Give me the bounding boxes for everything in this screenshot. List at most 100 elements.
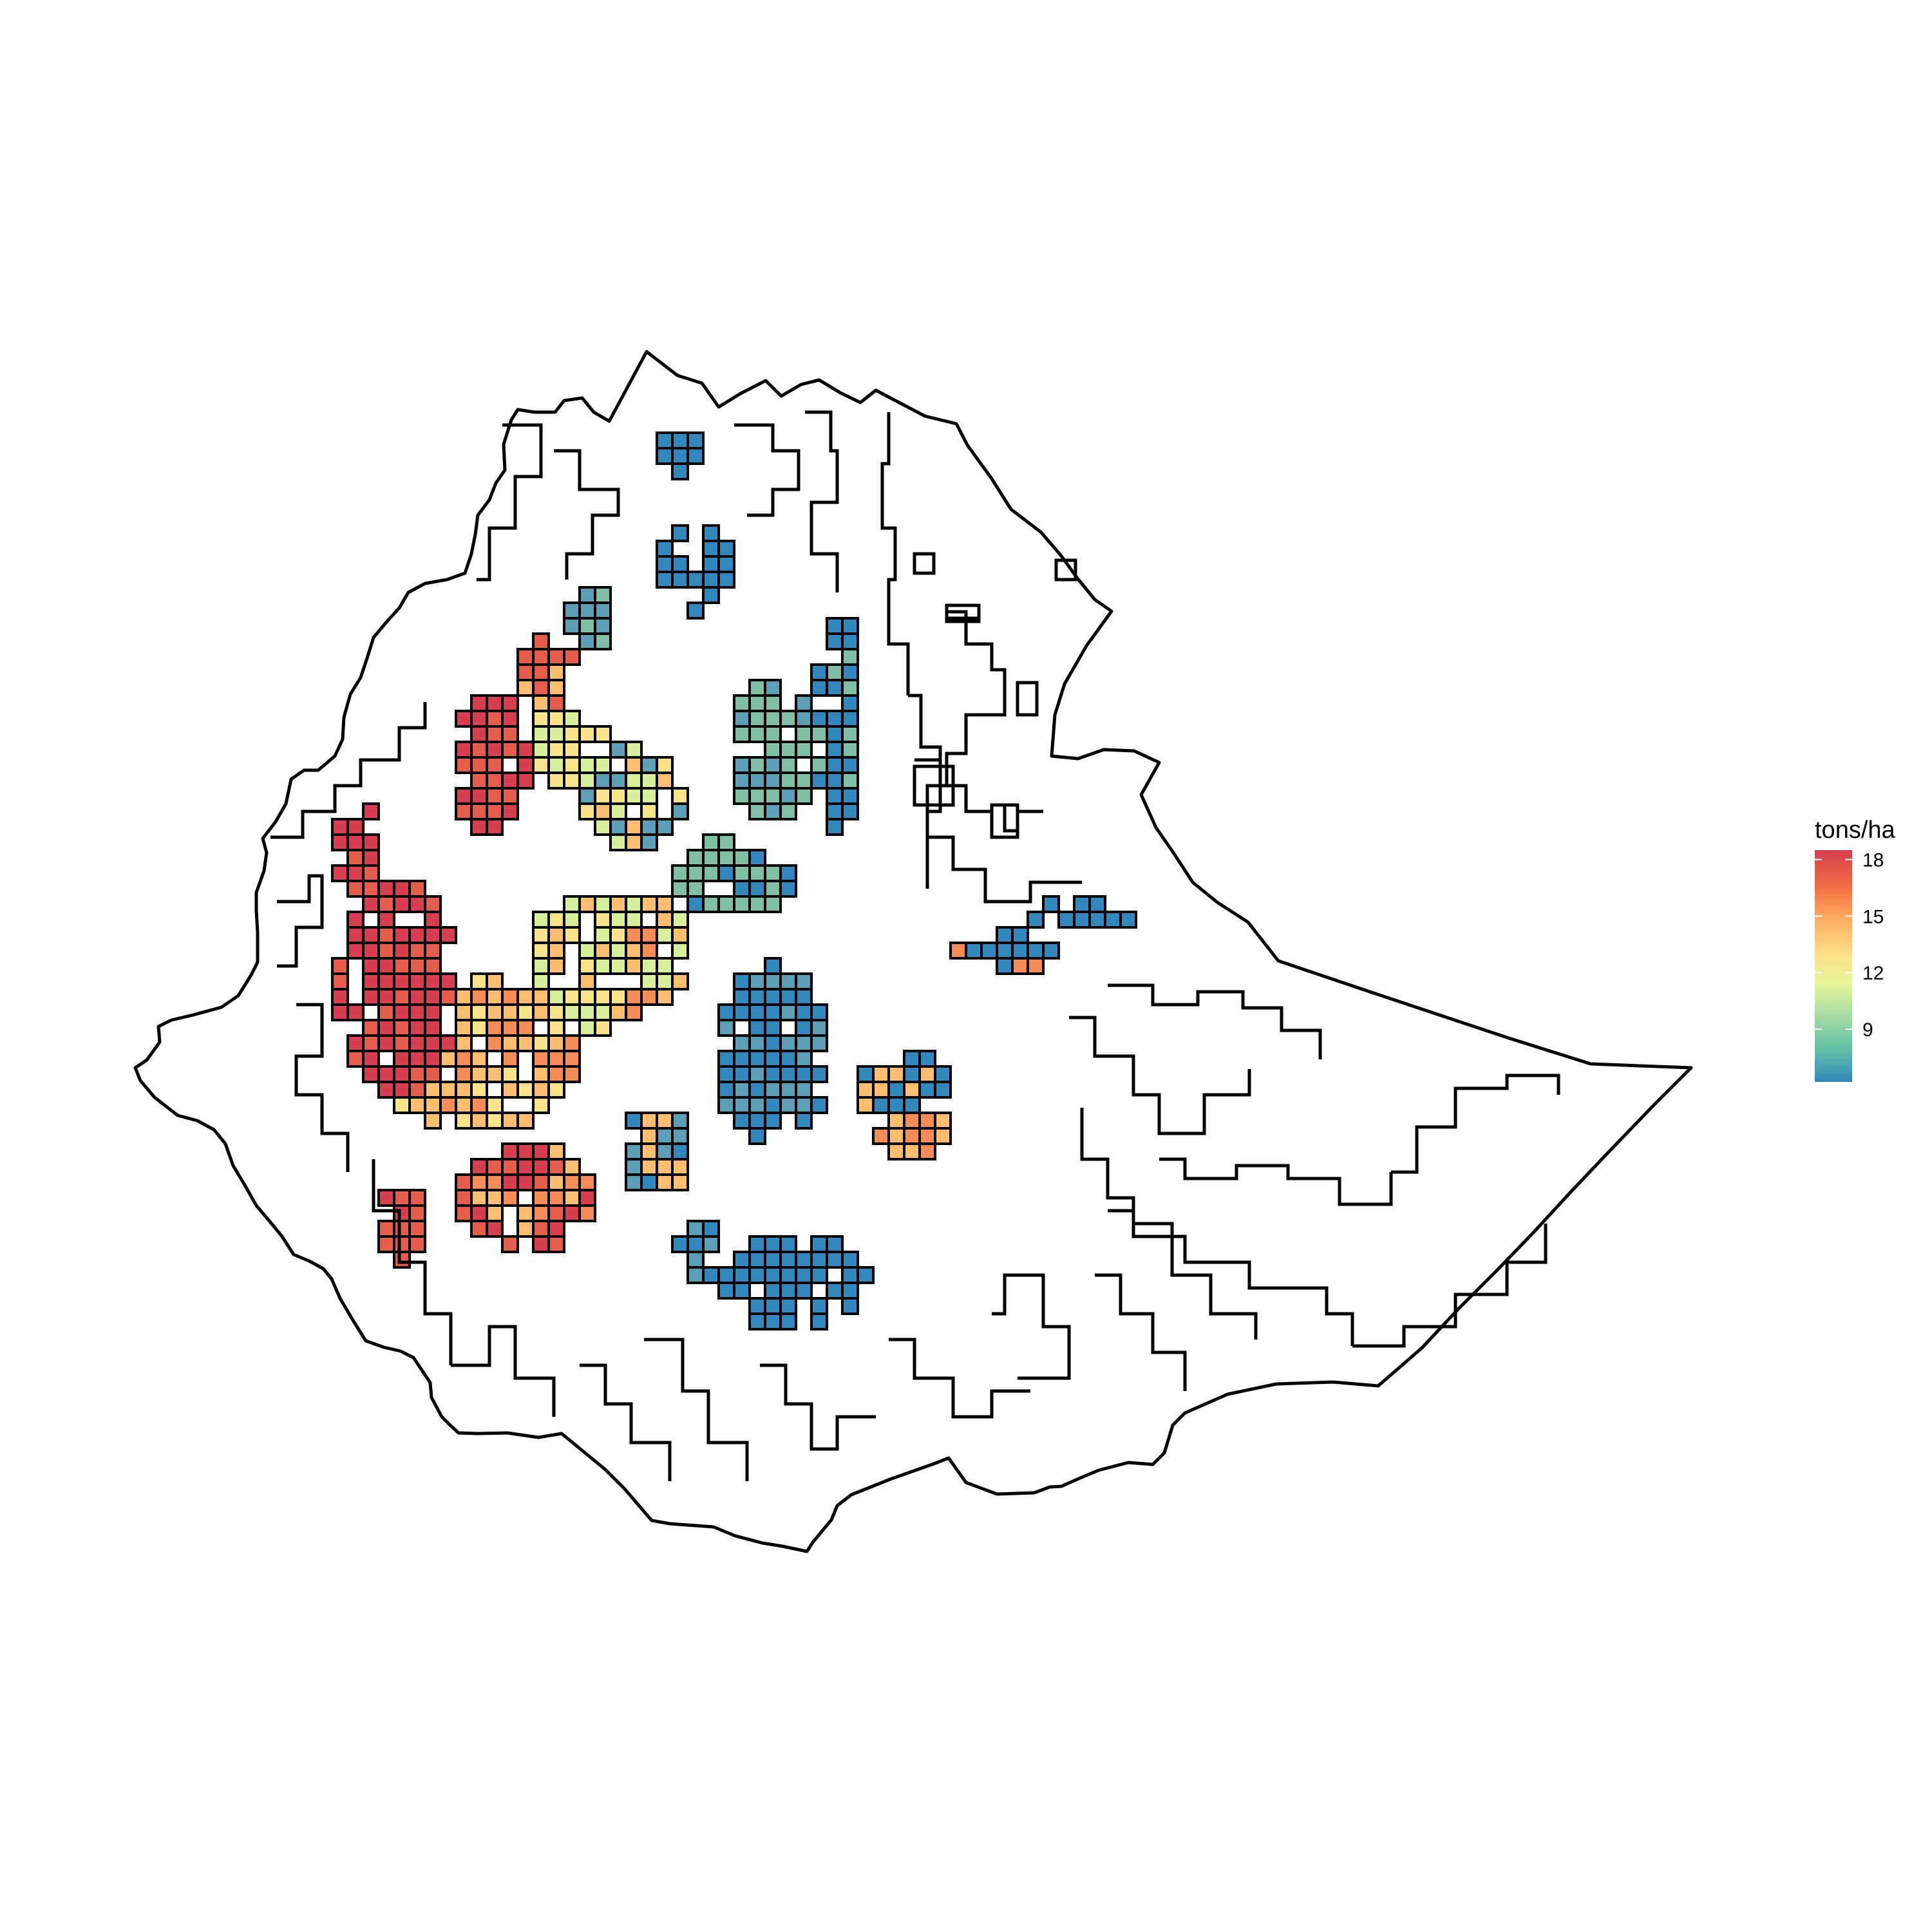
yield-cell bbox=[764, 756, 782, 774]
yield-cell bbox=[501, 1112, 519, 1130]
yield-cell bbox=[841, 787, 859, 805]
yield-cell bbox=[393, 988, 411, 1006]
yield-cell bbox=[687, 1220, 705, 1238]
yield-cell bbox=[1057, 911, 1075, 929]
yield-cell bbox=[733, 787, 751, 805]
yield-cell bbox=[455, 1096, 473, 1114]
yield-cell bbox=[656, 1173, 674, 1191]
yield-cell bbox=[702, 1235, 720, 1253]
yield-cell bbox=[702, 524, 720, 542]
yield-cell bbox=[748, 1312, 766, 1331]
yield-cell bbox=[609, 1003, 627, 1021]
yield-cell bbox=[795, 1003, 813, 1021]
yield-cell bbox=[733, 895, 751, 913]
yield-cell bbox=[408, 880, 426, 898]
yield-cell bbox=[455, 1112, 473, 1130]
yield-cell bbox=[563, 895, 581, 913]
yield-cell bbox=[424, 1096, 442, 1114]
yield-cell bbox=[470, 772, 488, 790]
yield-cell bbox=[733, 772, 751, 790]
region-boundary bbox=[294, 1003, 350, 1172]
yield-cell bbox=[733, 988, 751, 1006]
yield-cell bbox=[516, 1019, 535, 1037]
yield-cell bbox=[408, 1220, 426, 1238]
yield-cell bbox=[362, 895, 380, 913]
yield-cell bbox=[547, 756, 565, 774]
yield-cell bbox=[563, 1158, 581, 1176]
yield-cell bbox=[625, 957, 643, 975]
yield-cell bbox=[656, 756, 674, 774]
yield-cell bbox=[393, 895, 411, 913]
yield-cell bbox=[671, 447, 689, 465]
yield-cell bbox=[687, 1266, 705, 1284]
yield-cell bbox=[532, 957, 550, 975]
yield-cell bbox=[764, 679, 782, 697]
yield-cell bbox=[779, 772, 797, 790]
yield-cell bbox=[733, 1003, 751, 1021]
yield-cell bbox=[516, 741, 535, 759]
yield-cell bbox=[331, 957, 349, 975]
yield-cell bbox=[501, 1158, 519, 1176]
yield-cell bbox=[455, 1019, 473, 1037]
region-boundary bbox=[1108, 983, 1322, 1059]
yield-cell bbox=[795, 1019, 813, 1037]
yield-cell bbox=[424, 957, 442, 975]
yield-cell bbox=[455, 1081, 473, 1099]
yield-cell bbox=[470, 1003, 488, 1021]
yield-cell bbox=[733, 1266, 751, 1284]
yield-cell bbox=[486, 1096, 504, 1114]
yield-cell bbox=[841, 710, 859, 728]
yield-cell bbox=[717, 1050, 735, 1068]
yield-cell bbox=[656, 957, 674, 975]
yield-cell bbox=[408, 1189, 426, 1207]
yield-cell bbox=[516, 679, 535, 697]
yield-cell bbox=[687, 864, 705, 882]
yield-cell bbox=[764, 1112, 782, 1130]
yield-cell bbox=[470, 1065, 488, 1083]
yield-cell bbox=[516, 1034, 535, 1052]
yield-cell bbox=[795, 1065, 813, 1083]
yield-cell bbox=[687, 1251, 705, 1269]
yield-cell bbox=[470, 1158, 488, 1176]
yield-cell bbox=[764, 895, 782, 913]
yield-cell bbox=[563, 756, 581, 774]
yield-cell bbox=[439, 1034, 457, 1052]
yield-cell bbox=[377, 1019, 395, 1037]
yield-cell bbox=[733, 1081, 751, 1099]
yield-cell bbox=[764, 1251, 782, 1269]
yield-cell bbox=[810, 725, 828, 743]
yield-cell bbox=[717, 1003, 735, 1021]
yield-cell bbox=[1088, 911, 1106, 929]
yield-cell bbox=[841, 741, 859, 759]
yield-cell bbox=[656, 911, 674, 929]
yield-cell bbox=[841, 772, 859, 790]
yield-cell bbox=[826, 632, 844, 650]
yield-cell bbox=[408, 1034, 426, 1052]
yield-cell bbox=[439, 1081, 457, 1099]
yield-cell bbox=[547, 679, 565, 697]
yield-cell bbox=[532, 942, 550, 960]
yield-cell bbox=[532, 756, 550, 774]
yield-cell bbox=[702, 833, 720, 851]
yield-cell bbox=[764, 802, 782, 820]
yield-cell bbox=[795, 1096, 813, 1114]
yield-cell bbox=[578, 972, 596, 990]
yield-cell bbox=[516, 1142, 535, 1160]
yield-cell bbox=[486, 694, 504, 712]
yield-cell bbox=[640, 1173, 658, 1191]
yield-cell bbox=[594, 988, 612, 1006]
yield-cell bbox=[486, 710, 504, 728]
yield-cell bbox=[903, 1127, 921, 1145]
yield-cell bbox=[687, 447, 705, 465]
yield-cell bbox=[671, 972, 689, 990]
yield-cell bbox=[455, 1065, 473, 1083]
yield-cell bbox=[377, 957, 395, 975]
yield-cell bbox=[501, 1235, 519, 1253]
yield-cell bbox=[486, 1173, 504, 1191]
yield-cell bbox=[501, 1142, 519, 1160]
yield-cell bbox=[532, 1096, 550, 1114]
yield-cell bbox=[934, 1127, 952, 1145]
yield-cell bbox=[346, 849, 365, 867]
yield-cell bbox=[717, 895, 735, 913]
yield-cell bbox=[810, 1297, 828, 1315]
